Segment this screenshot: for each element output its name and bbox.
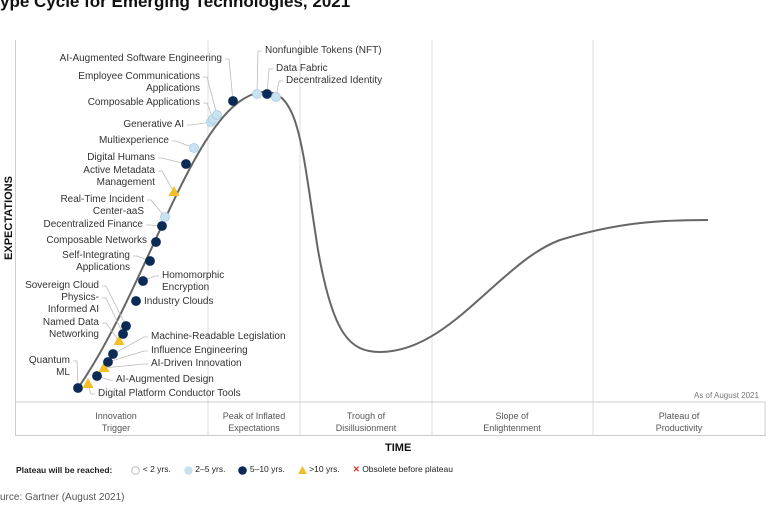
circle-icon	[238, 465, 248, 475]
point-marker-circle	[189, 143, 199, 153]
point-label: Decentralized Finance	[43, 219, 144, 230]
leader-line	[266, 68, 273, 95]
phase-label: Slope of Enlightenment	[483, 411, 541, 433]
phase-label: Innovation Trigger	[95, 411, 137, 433]
point-marker-triangle	[113, 335, 125, 345]
hype-curve	[77, 90, 709, 389]
legend-label: >10 yrs.	[309, 464, 340, 475]
triangle-icon	[297, 465, 307, 474]
point-label: AI-Augmented Software Engineering	[59, 53, 222, 64]
leader-line	[225, 58, 234, 102]
point-label: AI-Augmented Design	[116, 374, 214, 385]
point-marker-circle	[92, 371, 102, 381]
point-marker-triangle	[82, 378, 94, 388]
point-label: Industry Clouds	[144, 296, 214, 307]
point-label: Quantum ML	[28, 355, 70, 378]
legend-title: Plateau will be reached:	[16, 464, 113, 475]
point-label: Sovereign Cloud	[25, 280, 99, 291]
legend-item: < 2 yrs.	[131, 464, 171, 475]
point-label: Nonfungible Tokens (NFT)	[265, 45, 382, 56]
legend-item: 2–5 yrs.	[184, 464, 226, 475]
phase-label: Plateau of Productivity	[655, 411, 703, 433]
point-marker-circle	[145, 256, 155, 266]
leader-line	[103, 363, 148, 369]
point-label: Generative AI	[123, 119, 184, 130]
leader-line	[256, 50, 262, 95]
point-marker-circle	[262, 89, 272, 99]
leader-line	[102, 285, 127, 327]
point-label: Physics- Informed AI	[47, 292, 99, 315]
point-marker-circle	[157, 221, 167, 231]
point-label: Employee Communications Applications	[78, 71, 200, 94]
legend-label: Obsolete before plateau	[362, 464, 453, 474]
leader-line	[107, 350, 148, 363]
chart-frame	[15, 40, 766, 436]
legend-label: 5–10 yrs.	[249, 464, 285, 475]
leader-line	[203, 76, 218, 116]
point-label: Digital Platform Conductor Tools	[98, 388, 241, 399]
legend-label: 2–5 yrs.	[195, 464, 226, 475]
point-label: Data Fabric	[276, 63, 328, 74]
x-axis-label: TIME	[385, 442, 412, 454]
point-marker-circle	[228, 96, 238, 106]
point-marker-circle	[151, 237, 161, 247]
legend: Plateau will be reached: < 2 yrs. 2–5 yr…	[16, 464, 453, 475]
circle-icon	[184, 465, 193, 475]
leader-line	[275, 80, 283, 98]
leader-line	[158, 170, 175, 193]
point-label: Machine-Readable Legislation	[151, 331, 286, 342]
leader-line	[112, 336, 148, 355]
as-of-note: As of August 2021	[694, 391, 759, 400]
leader-line	[147, 199, 166, 218]
leader-line	[102, 297, 124, 335]
source-note: urce: Gartner (August 2021)	[0, 492, 125, 503]
point-marker-circle	[73, 383, 83, 393]
point-label: Homomorphic Encryption	[162, 270, 225, 293]
point-label: Digital Humans	[87, 152, 155, 163]
legend-item: 5–10 yrs.	[238, 464, 285, 475]
leader-line	[158, 157, 187, 165]
circle-icon	[131, 465, 141, 475]
point-marker-circle	[160, 212, 170, 222]
point-marker-circle	[212, 110, 222, 120]
point-marker-triangle	[168, 186, 180, 196]
point-label: Composable Networks	[46, 235, 147, 246]
chart-title: ype Cycle for Emerging Technologies, 202…	[0, 0, 351, 11]
leader-line	[73, 360, 79, 389]
point-marker-circle	[103, 357, 113, 367]
point-label: AI-Driven Innovation	[151, 358, 242, 369]
point-label: Influence Engineering	[151, 345, 248, 356]
point-marker-circle	[131, 296, 141, 306]
leader-line	[187, 121, 212, 126]
point-label: Self-Integrating Applications	[62, 250, 130, 273]
point-label: Active Metadata Management	[83, 165, 155, 188]
leader-line	[172, 140, 195, 149]
point-label: Multiexperience	[98, 135, 169, 146]
phase-label: Trough of Disillusionment	[335, 411, 397, 433]
legend-item: >10 yrs.	[297, 464, 340, 475]
point-label: Composable Applications	[87, 97, 200, 108]
point-marker-circle	[121, 321, 131, 331]
legend-item: ✕ Obsolete before plateau	[353, 464, 453, 475]
point-marker-circle	[252, 89, 262, 99]
phase-label: Peak of Inflated Expectations	[222, 411, 286, 433]
leader-line	[102, 322, 120, 342]
point-marker-circle	[138, 276, 148, 286]
point-marker-triangle	[98, 362, 110, 372]
point-marker-circle	[181, 159, 191, 169]
point-marker-circle	[271, 92, 281, 102]
point-label: Real-Time Incident Center-aaS	[60, 194, 144, 217]
x-icon: ✕	[352, 464, 360, 474]
point-label: Named Data Networking	[42, 317, 99, 340]
legend-label: < 2 yrs.	[142, 464, 171, 475]
leader-line	[203, 102, 214, 120]
point-marker-circle	[108, 349, 118, 359]
point-label: Decentralized Identity	[286, 75, 383, 86]
